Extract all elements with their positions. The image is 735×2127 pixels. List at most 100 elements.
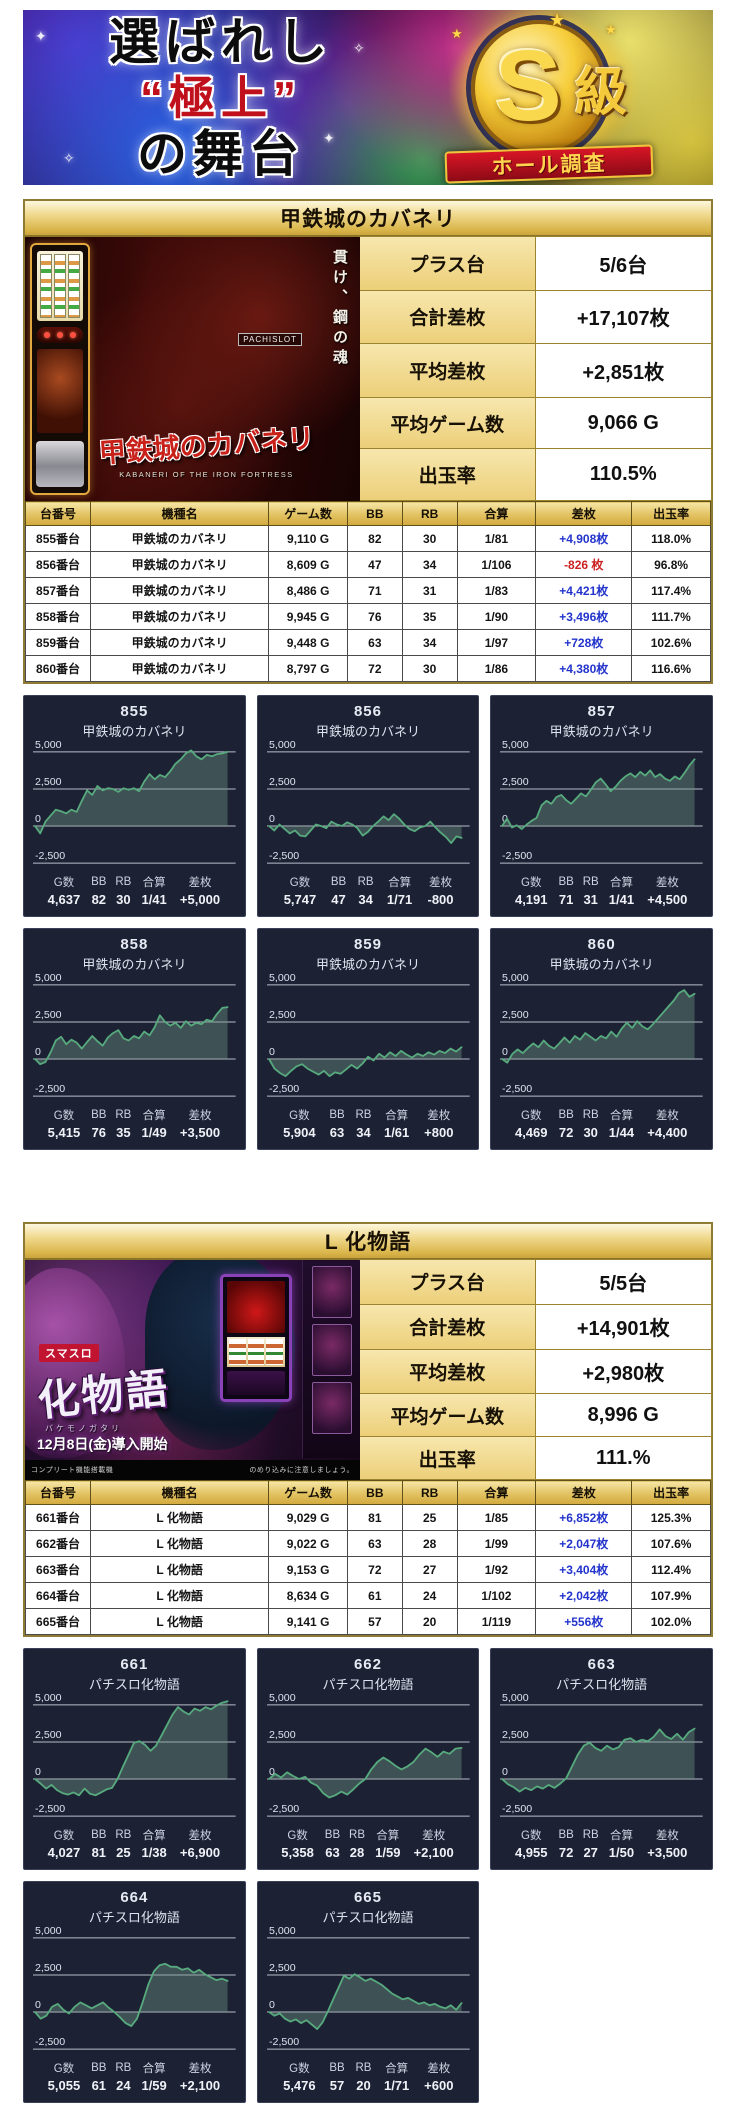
machine-number: 664: [120, 1889, 149, 1906]
chart-stat-header: G数: [287, 1830, 308, 1842]
machine-tagline: 貫け、鋼の魂: [331, 249, 348, 369]
slot-art-icon: [37, 349, 83, 433]
summary-stats-table: プラス台 5/5台 合計差枚 +14,901枚 平均差枚 +2,980枚 平均ゲーム数 8,9…: [359, 1259, 712, 1480]
chart-stat-header: 合算: [385, 2063, 409, 2075]
svg-text:0: 0: [269, 1766, 275, 1778]
chart-stat-header: 合算: [609, 877, 633, 889]
slot-base-icon: [36, 441, 84, 487]
table-row: 860番台 甲鉄城のカバネリ 8,797 G 72 30 1/86 +4,380…: [24, 655, 711, 682]
chart-stat-header: RB: [355, 2062, 372, 2074]
chart-stat-value: 72: [558, 1125, 574, 1140]
svg-text:0: 0: [502, 1046, 508, 1058]
svg-text:2,500: 2,500: [269, 1962, 296, 1974]
chart-stat-header: 差枚: [427, 2063, 451, 2075]
cell-machine: L 化物語: [90, 1504, 270, 1531]
chart-stat-header: RB: [582, 1829, 599, 1841]
section-spacer: [23, 1150, 713, 1208]
chart-stat-value: 1/59: [375, 1845, 401, 1860]
cell-bb: 47: [346, 551, 403, 578]
stat-label: 平均差枚: [359, 343, 536, 398]
cell-games: 9,110 G: [268, 525, 348, 552]
cell-bb: 71: [346, 577, 403, 604]
cell-gassan: 1/90: [456, 603, 537, 630]
cell-bb: 72: [346, 655, 403, 682]
character-art-icon: [25, 1268, 125, 1458]
stat-value: +17,107枚: [534, 289, 712, 345]
chart-stat-value: 81: [91, 1845, 107, 1860]
slump-chart-panel-662: 662 パチスロ化物語 5,000 2,500 0 -2,500 G数 BB RB 合算 差枚…: [256, 1648, 480, 1870]
chart-stat-header: 差枚: [655, 1830, 679, 1842]
slump-graph: 5,000 2,500 0 -2,500: [500, 972, 703, 1097]
hero-banner: ✦ ✧ ✦ ✧ 選ばれし “極上” の舞台 S 級 ★ ★ ★ ホール調査: [23, 10, 713, 185]
chart-stat-value: +4,500: [647, 892, 688, 907]
machine-logo-ruby: バケモノガタリ: [45, 1424, 122, 1433]
machine-name: パチスロ化物語: [88, 1910, 180, 1925]
cell-dai: 662番台: [24, 1530, 92, 1557]
chart-stat-value: 28: [349, 1845, 365, 1860]
slump-chart-panel-856: 856 甲鉄城のカバネリ 5,000 2,500 0 -2,500 G数 BB RB 合算 差…: [256, 695, 480, 917]
image-footer-bar: コンプリート機能搭載機 のめり込みに注意しましょう。: [25, 1460, 360, 1480]
cell-gassan: 1/83: [456, 577, 537, 604]
slot-reels-icon: [227, 1337, 285, 1367]
chart-stat-header: RB: [115, 1829, 132, 1841]
svg-text:2,500: 2,500: [35, 1729, 62, 1741]
cell-bb: 63: [346, 1530, 403, 1557]
column-header: 合算: [456, 1480, 537, 1505]
chart-stat-header: 合算: [142, 877, 166, 889]
stat-label: プラス台: [359, 1259, 536, 1305]
cell-rate: 125.3%: [631, 1504, 711, 1531]
chart-stat-value: 5,055: [47, 2078, 81, 2093]
chart-stat-value: 4,637: [47, 892, 81, 907]
chart-stats: G数 BB RB 合算 差枚 5,055 61 24 1/59 +2,100: [41, 2059, 227, 2094]
svg-text:-2,500: -2,500: [35, 1803, 65, 1815]
cell-games: 9,141 G: [268, 1608, 348, 1635]
chart-stat-value: 30: [116, 892, 131, 907]
badge-letter: S: [495, 30, 562, 142]
chart-stat-value: 47: [331, 892, 346, 907]
slump-chart-panel-860: 860 甲鉄城のカバネリ 5,000 2,500 0 -2,500 G数 BB RB 合算 差…: [490, 928, 713, 1150]
chart-stats: G数 BB RB 合算 差枚 4,955 72 27 1/50 +3,500: [508, 1826, 694, 1861]
cell-bb: 76: [346, 603, 403, 630]
table-row: 665番台 L 化物語 9,141 G 57 20 1/119 +556枚 10…: [24, 1608, 711, 1635]
machine-name: 甲鉄城のカバネリ: [549, 957, 654, 972]
svg-text:5,000: 5,000: [502, 739, 529, 751]
cell-dai: 860番台: [24, 655, 92, 682]
chart-stat-value: 4,191: [514, 892, 548, 907]
slump-chart-panel-663: 663 パチスロ化物語 5,000 2,500 0 -2,500 G数 BB RB 合算 差枚…: [490, 1648, 713, 1870]
chart-stat-header: RB: [355, 1109, 372, 1121]
slump-chart-panel-858: 858 甲鉄城のカバネリ 5,000 2,500 0 -2,500 G数 BB RB 合算 差…: [23, 928, 246, 1150]
cell-games: 9,022 G: [268, 1530, 348, 1557]
chart-stat-header: 合算: [388, 877, 412, 889]
chart-stat-value: +6,900: [179, 1845, 221, 1860]
svg-text:2,500: 2,500: [269, 1009, 296, 1021]
chart-stat-header: RB: [115, 1109, 132, 1121]
section-title: 甲鉄城のカバネリ: [25, 201, 711, 237]
slump-graph: 5,000 2,500 0 -2,500: [500, 1692, 703, 1817]
stat-label: 平均ゲーム数: [359, 396, 536, 450]
badge-ribbon: ホール調査: [444, 144, 654, 184]
badge-medal-icon: [471, 20, 607, 156]
column-header: ゲーム数: [268, 1480, 348, 1505]
cell-games: 9,945 G: [268, 603, 348, 630]
cell-gassan: 1/99: [456, 1530, 537, 1557]
cell-games: 9,153 G: [268, 1556, 348, 1583]
chart-stat-value: 1/38: [141, 1845, 167, 1860]
slump-chart-panel-859: 859 甲鉄城のカバネリ 5,000 2,500 0 -2,500 G数 BB RB 合算 差…: [256, 928, 480, 1150]
svg-text:5,000: 5,000: [502, 972, 529, 984]
machine-name: 甲鉄城のカバネリ: [82, 724, 187, 739]
chart-stat-header: BB: [558, 876, 574, 888]
column-header: BB: [346, 1480, 403, 1505]
cell-gassan: 1/81: [456, 525, 537, 552]
cell-rate: 96.8%: [631, 551, 711, 578]
chart-stat-value: 4,955: [514, 1845, 548, 1860]
slump-graph: 5,000 2,500 0 -2,500: [33, 1925, 236, 2050]
cell-dai: 665番台: [24, 1608, 92, 1635]
cell-gassan: 1/86: [456, 655, 537, 682]
slot-base-icon: [227, 1371, 285, 1395]
smaslo-label: スマスロ: [39, 1344, 99, 1362]
svg-text:5,000: 5,000: [269, 1692, 296, 1704]
cell-rate: 112.4%: [631, 1556, 711, 1583]
chart-stat-header: 差枚: [188, 2063, 212, 2075]
cell-dai: 661番台: [24, 1504, 92, 1531]
stat-value: 110.5%: [534, 448, 712, 501]
